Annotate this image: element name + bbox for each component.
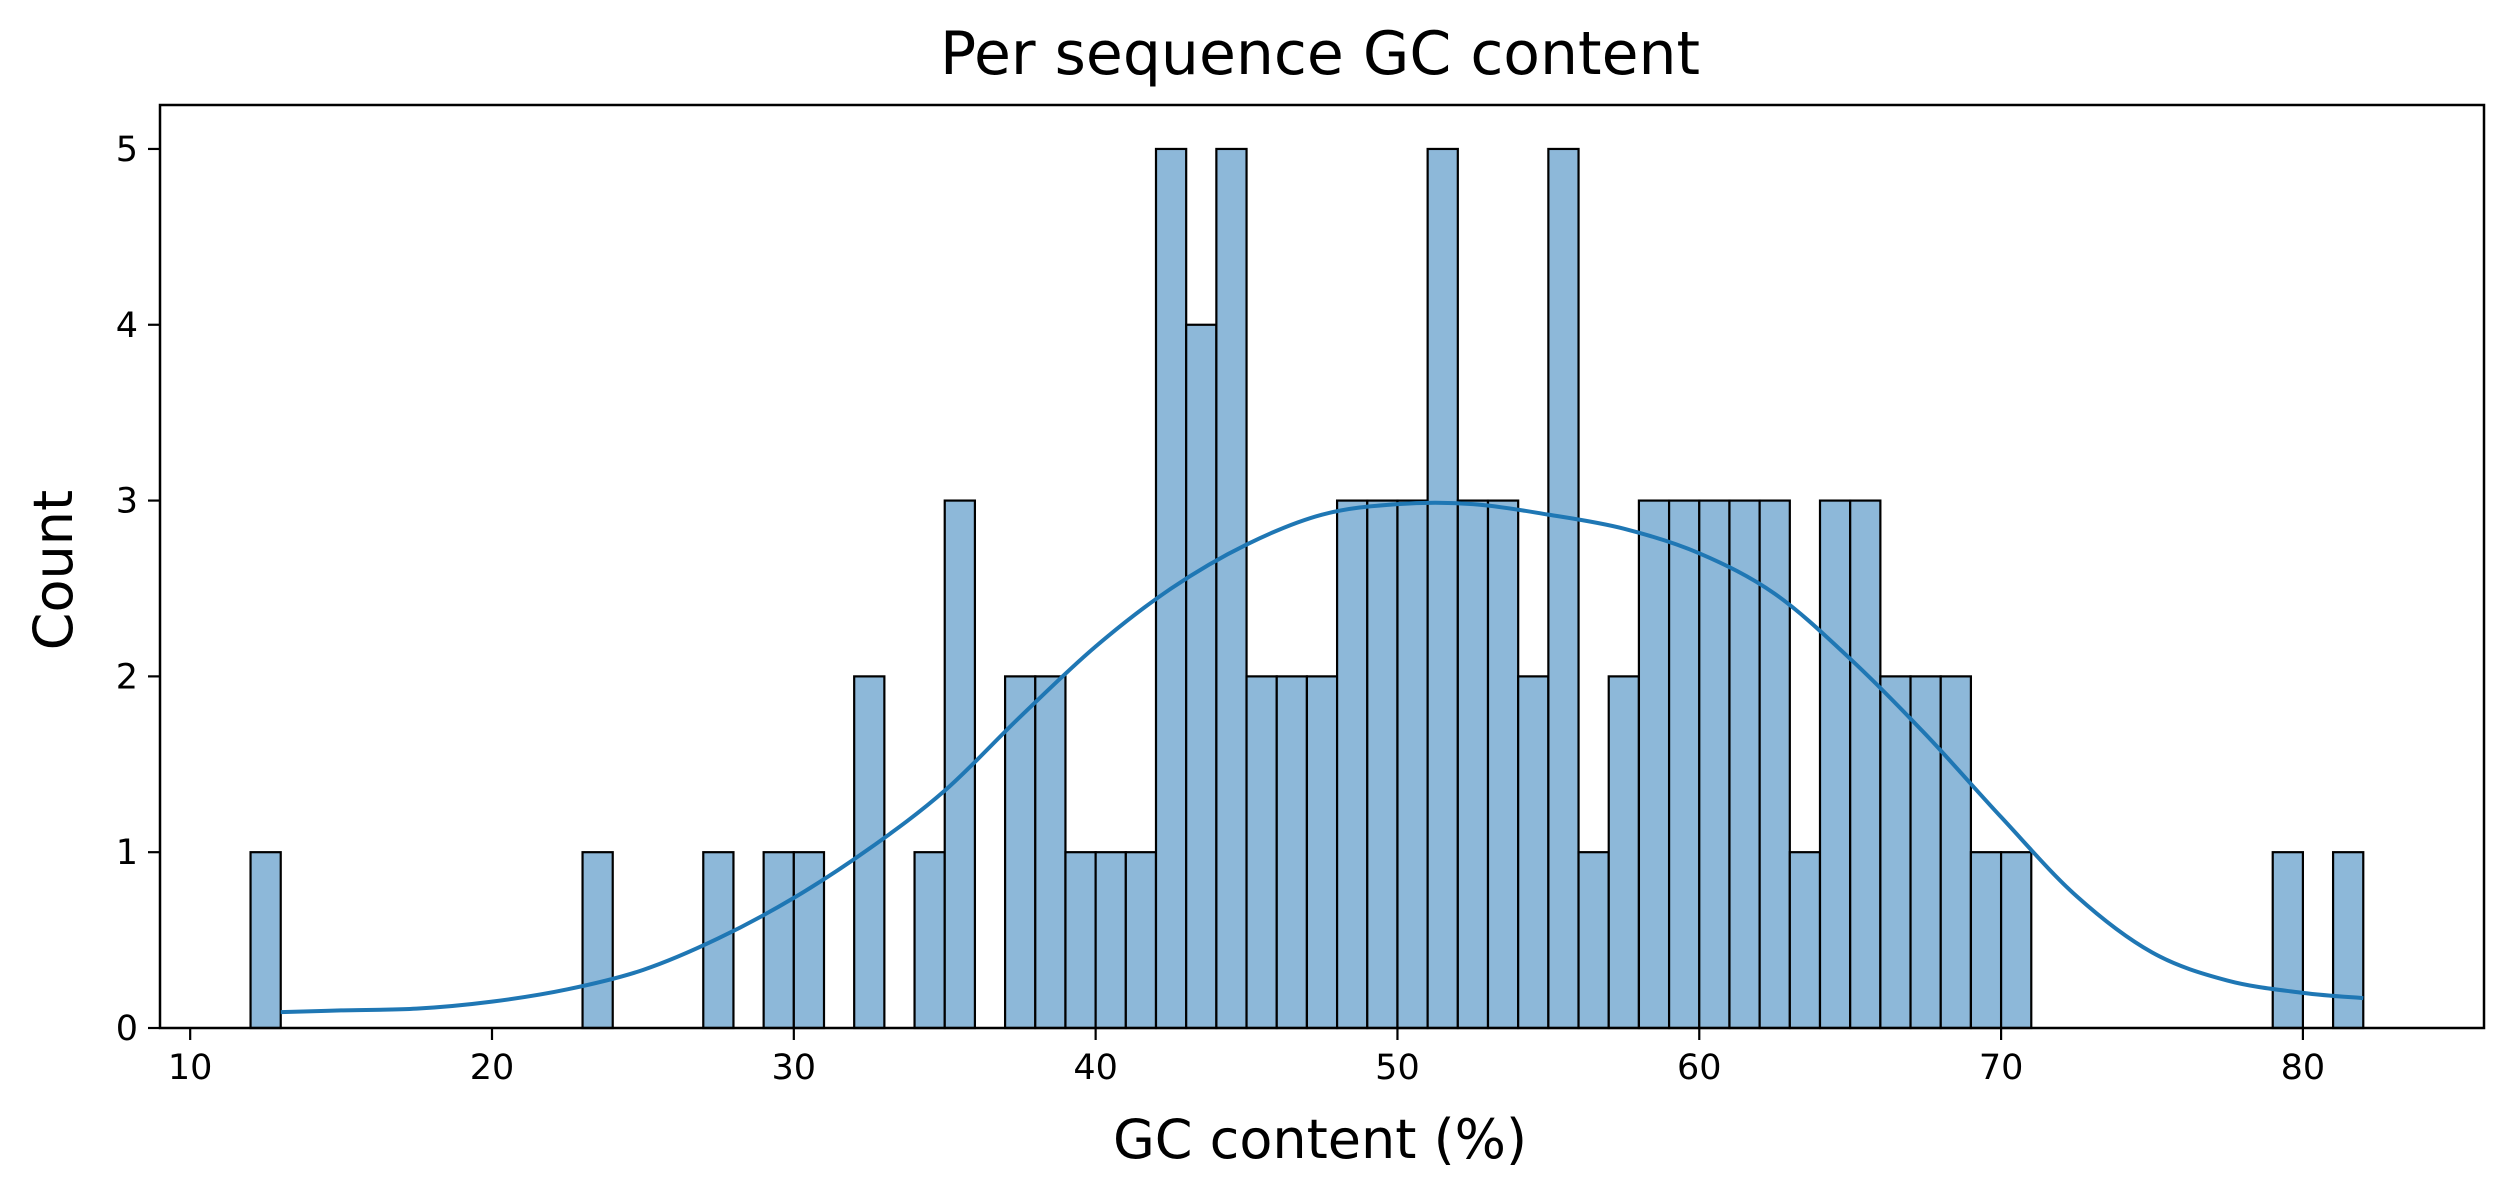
histogram-bar bbox=[2331, 851, 2365, 1030]
histogram-bar bbox=[2271, 851, 2305, 1030]
x-tick-label: 10 bbox=[168, 1048, 213, 1088]
x-tick-label: 60 bbox=[1677, 1048, 1722, 1088]
histogram-bar bbox=[1426, 147, 1459, 1030]
histogram-bar bbox=[1335, 499, 1369, 1030]
histogram-bar bbox=[1486, 499, 1520, 1030]
histogram-bar bbox=[1849, 499, 1882, 1030]
y-axis-label: Count bbox=[22, 490, 85, 650]
y-tick-label: 1 bbox=[116, 833, 138, 873]
histogram-bars bbox=[249, 147, 2365, 1030]
histogram-bar bbox=[1879, 675, 1912, 1030]
x-tick-label: 20 bbox=[470, 1048, 515, 1088]
x-axis-ticks: 10 20 30 40 50 60 70 80 bbox=[168, 1028, 2325, 1088]
chart-title: Per sequence GC content bbox=[940, 19, 1700, 89]
y-tick-label: 5 bbox=[116, 130, 138, 170]
x-axis-label: GC content (%) bbox=[1113, 1108, 1527, 1171]
histogram-bar bbox=[853, 675, 886, 1030]
histogram-bar bbox=[1607, 675, 1641, 1030]
histogram-bar bbox=[1456, 499, 1490, 1030]
histogram-bar bbox=[762, 851, 795, 1030]
histogram-bar bbox=[1094, 851, 1127, 1030]
histogram-bar bbox=[1577, 851, 1610, 1030]
histogram-bar bbox=[1245, 675, 1278, 1030]
histogram-bar bbox=[1305, 675, 1339, 1030]
histogram-bar bbox=[1396, 499, 1429, 1030]
histogram-bar bbox=[1547, 147, 1580, 1030]
histogram-bar bbox=[1999, 851, 2033, 1030]
x-tick-label: 40 bbox=[1073, 1048, 1118, 1088]
histogram-bar bbox=[1698, 499, 1731, 1030]
x-tick-label: 30 bbox=[772, 1048, 817, 1088]
plot-frame bbox=[158, 103, 2486, 1030]
y-tick-label: 0 bbox=[116, 1009, 138, 1049]
x-tick-label: 80 bbox=[2281, 1048, 2326, 1088]
histogram-bar bbox=[1637, 499, 1671, 1030]
histogram-bar bbox=[249, 851, 282, 1030]
histogram-bar bbox=[1939, 675, 1973, 1030]
histogram-bar bbox=[792, 851, 826, 1030]
x-tick-label: 50 bbox=[1375, 1048, 1420, 1088]
y-tick-label: 3 bbox=[116, 482, 138, 522]
histogram-bar bbox=[1909, 675, 1942, 1030]
histogram-bar bbox=[1215, 147, 1248, 1030]
histogram-bar bbox=[1124, 851, 1158, 1030]
histogram-bar bbox=[1788, 851, 1822, 1030]
histogram-bar bbox=[581, 851, 614, 1030]
histogram-bar bbox=[1185, 323, 1218, 1030]
y-tick-label: 4 bbox=[116, 306, 138, 346]
y-axis-ticks: 0 1 2 3 4 5 bbox=[116, 130, 160, 1049]
histogram-bar bbox=[1517, 675, 1550, 1030]
histogram-bar bbox=[1064, 851, 1097, 1030]
histogram-bar bbox=[1034, 675, 1067, 1030]
histogram-bar bbox=[1366, 499, 1399, 1030]
histogram-bar bbox=[913, 851, 946, 1030]
y-tick-label: 2 bbox=[116, 657, 138, 697]
histogram-bar bbox=[1969, 851, 2003, 1030]
histogram-bar bbox=[1275, 675, 1309, 1030]
x-tick-label: 70 bbox=[1979, 1048, 2024, 1088]
histogram-bar bbox=[1758, 499, 1791, 1030]
kde-curve bbox=[280, 500, 2364, 1015]
histogram-bar bbox=[1667, 499, 1701, 1030]
histogram-bar bbox=[1818, 499, 1852, 1030]
